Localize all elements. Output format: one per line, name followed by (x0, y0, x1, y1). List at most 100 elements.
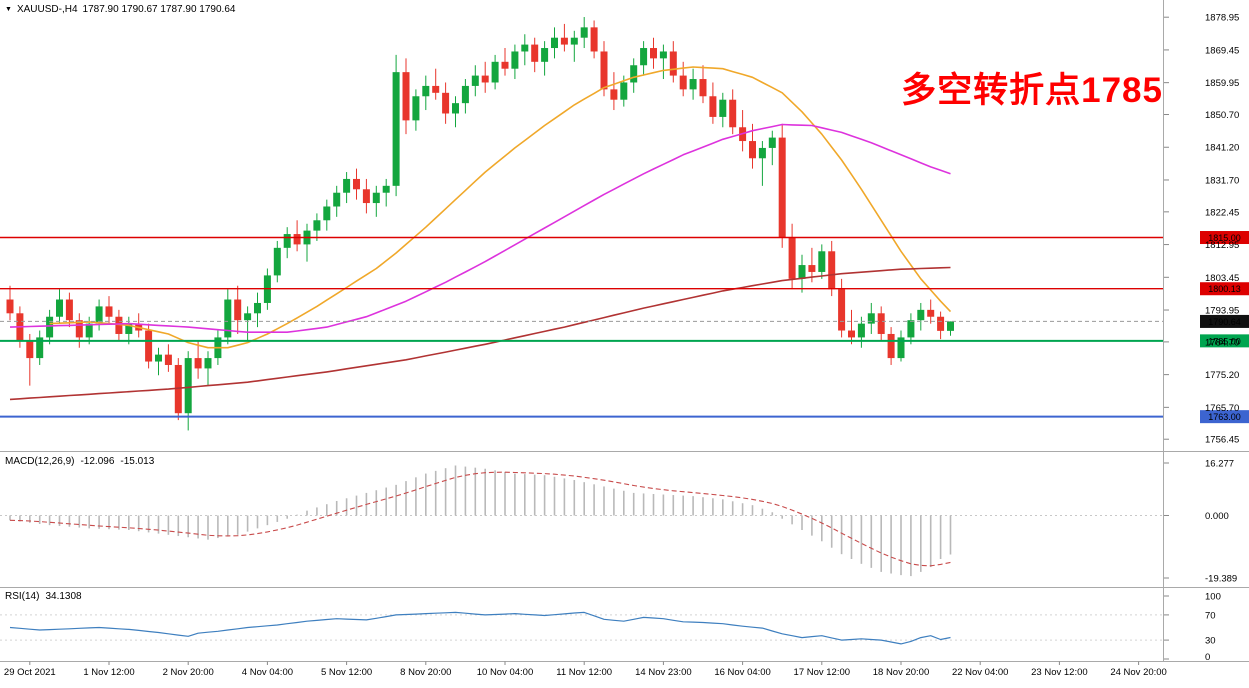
macd-signal-line (9, 471, 951, 567)
price-scale-label: 1803.45 (1205, 273, 1239, 284)
macd-scale-label: -19.389 (1205, 574, 1237, 585)
candle-body (828, 251, 836, 290)
ma-slow-darkred-line (9, 266, 951, 401)
rsi-panel: 100 70 30 0 (0, 592, 1221, 663)
candle-body (353, 178, 360, 190)
candle-body (838, 289, 846, 331)
price-tag[interactable] (1200, 231, 1249, 245)
candle-body (164, 354, 172, 365)
price-tag-label: 1800.13 (1208, 284, 1241, 294)
candle-body (749, 141, 756, 159)
candle-body (947, 321, 954, 331)
ma-fast-orange-line (49, 66, 952, 349)
time-scale-label: 11 Nov 12:00 (556, 667, 612, 678)
price-scale-label: 1822.45 (1205, 207, 1239, 218)
candle-body (620, 82, 628, 100)
time-scale-label: 17 Nov 12:00 (794, 667, 851, 678)
candle-body (848, 330, 855, 338)
candle-body (531, 44, 539, 62)
candle-body (6, 299, 14, 314)
candle-body (689, 79, 697, 90)
price-scale-label: 1878.95 (1205, 13, 1239, 24)
candle-body (630, 65, 638, 83)
candle-body (610, 89, 618, 100)
macd-name: MACD(12,26,9) (5, 456, 75, 467)
candle-body (155, 354, 162, 362)
candle-body (679, 75, 687, 90)
candle-body (422, 85, 430, 97)
time-scale-label: 4 Nov 04:00 (242, 667, 293, 678)
candle-body (125, 323, 133, 334)
candle-body (481, 75, 489, 83)
time-scale-label: 8 Nov 20:00 (400, 667, 451, 678)
candle-body (204, 358, 212, 369)
macd-signal-value: -15.013 (120, 456, 155, 467)
candle-body (867, 313, 875, 324)
candle-body (798, 265, 806, 279)
candle-body (254, 302, 261, 314)
candle-body (343, 178, 351, 193)
candle-body (541, 48, 549, 62)
macd-panel: 16.277 0.000 -19.389 (0, 459, 1237, 585)
candle-body (521, 44, 529, 52)
candle-body (402, 72, 410, 121)
candle-body (46, 316, 54, 338)
macd-main-value: -12.096 (80, 456, 115, 467)
candle-body (293, 234, 301, 245)
candle-body (333, 192, 341, 207)
candle-body (640, 48, 648, 66)
candle-body (768, 137, 776, 148)
candle-body (551, 37, 558, 49)
candle-body (105, 306, 113, 317)
candle-body (65, 299, 73, 321)
candle-body (788, 237, 796, 279)
price-scale-label: 1784.70 (1205, 337, 1239, 348)
price-scale-label: 1812.95 (1205, 240, 1239, 251)
price-tag[interactable] (1200, 334, 1249, 348)
time-scale-label: 18 Nov 20:00 (873, 667, 930, 678)
main-price-panel: 1815.00 1800.13 1785.00 1763.00 1790.64 (0, 17, 1249, 431)
rsi-line (9, 611, 951, 645)
candle-body (432, 85, 440, 93)
candle-body (75, 320, 83, 338)
candle-body (729, 99, 737, 128)
candle-body (85, 323, 93, 338)
candle-body (184, 358, 192, 414)
candle-body (452, 103, 459, 114)
candle-body (115, 316, 123, 334)
price-tag[interactable] (1200, 410, 1249, 424)
price-scale-label: 1831.70 (1205, 175, 1239, 186)
macd-indicator-label: MACD(12,26,9) -12.096 -15.013 (5, 456, 154, 467)
candle-body (877, 313, 885, 334)
time-scale[interactable]: 29 Oct 2021 1 Nov 12:00 2 Nov 20:00 4 Nov 0… (4, 661, 1167, 679)
candle-body (362, 189, 370, 204)
candle-body (907, 320, 915, 338)
candle-body (224, 299, 232, 338)
symbol-ohlc-label: ▼ XAUUSD-,H4 1787.90 1790.67 1787.90 179… (5, 4, 235, 15)
candle-body (36, 337, 44, 359)
candle-body (570, 37, 578, 45)
price-tag-label: 1785.00 (1208, 336, 1241, 346)
rsi-scale-label: 0 (1205, 652, 1210, 663)
candle-body (392, 72, 400, 186)
candle-body (372, 192, 380, 204)
rsi-value: 34.1308 (45, 591, 82, 602)
candle-body (461, 85, 469, 104)
rsi-scale-label: 70 (1205, 610, 1216, 621)
candle-body (699, 79, 707, 97)
price-scale-label: 1793.95 (1205, 306, 1239, 317)
price-scale[interactable]: 1878.95 1869.45 1859.95 1850.70 1841.20 1831.… (1164, 13, 1239, 446)
candle-body (590, 27, 598, 52)
candle-body (56, 299, 63, 317)
price-scale-label: 1756.45 (1205, 435, 1239, 446)
candle-body (471, 75, 479, 86)
rsi-scale-label: 100 (1205, 592, 1221, 603)
macd-scale-label: 16.277 (1205, 459, 1234, 470)
price-tag[interactable] (1200, 282, 1249, 296)
macd-scale-label: 0.000 (1205, 511, 1229, 522)
current-price-tag-label: 1790.64 (1208, 317, 1241, 327)
candle-body (709, 96, 717, 117)
rsi-name: RSI(14) (5, 591, 40, 602)
